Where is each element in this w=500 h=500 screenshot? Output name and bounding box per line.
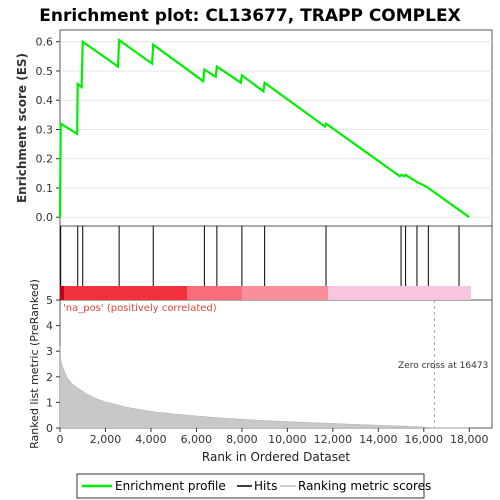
x-tick-label: 14,000 (359, 433, 398, 446)
x-tick-label: 4,000 (135, 433, 167, 446)
legend: Enrichment profile Hits Ranking metric s… (76, 473, 431, 499)
es-axis-label: Enrichment score (ES) (15, 53, 29, 203)
x-tick-label: 6,000 (181, 433, 213, 446)
legend-profile-label: Enrichment profile (115, 479, 226, 493)
pos-correlated-label: 'na_pos' (positively correlated) (63, 303, 217, 314)
x-tick-label: 8,000 (226, 433, 258, 446)
x-tick-label: 18,000 (450, 433, 489, 446)
enrichment-profile-line (58, 38, 470, 219)
metric-tick-label: 0 (46, 422, 53, 435)
x-axis-label: Rank in Ordered Dataset (202, 450, 350, 464)
metric-tick-label: 1 (46, 396, 53, 409)
ranking-metric-area (59, 346, 470, 429)
es-gridlines (60, 41, 492, 218)
legend-metric-label: Ranking metric scores (298, 479, 431, 493)
es-tick-label: 0.0 (36, 211, 54, 224)
es-tick-label: 0.3 (36, 123, 54, 136)
metric-tick-label: 4 (46, 320, 53, 333)
x-tick-label: 12,000 (314, 433, 353, 446)
x-tick-label: 10,000 (268, 433, 307, 446)
x-tick-label: 0 (57, 433, 64, 446)
gradient-mid-pos (187, 286, 242, 300)
legend-hits-label: Hits (254, 479, 277, 493)
gradient-neg (328, 286, 471, 300)
metric-axis-label: Ranked list metric (PreRanked) (28, 279, 41, 449)
es-y-ticks: 0.0 0.1 0.2 0.3 0.4 0.5 0.6 (36, 36, 60, 224)
es-tick-label: 0.2 (36, 153, 54, 166)
metric-tick-label: 3 (46, 345, 53, 358)
es-tick-label: 0.4 (36, 94, 54, 107)
chart-title: Enrichment plot: CL13677, TRAPP COMPLEX (39, 6, 460, 26)
gradient-strong-pos (60, 286, 187, 300)
es-tick-label: 0.6 (36, 36, 54, 49)
metric-y-ticks: 0 1 2 3 4 5 (46, 294, 60, 435)
x-tick-label: 2,000 (90, 433, 122, 446)
metric-tick-label: 2 (46, 371, 53, 384)
metric-tick-label: 5 (46, 294, 53, 307)
es-tick-label: 0.5 (36, 65, 54, 78)
gradient-weak-pos (242, 286, 328, 300)
gradient-top-end (60, 286, 64, 300)
es-panel-frame (59, 29, 493, 227)
rank-gradient-bar (60, 286, 471, 300)
x-axis-ticks: 0 2,000 4,000 6,000 8,000 10,000 12,000 14,000 1… (57, 428, 489, 446)
zero-cross-label: Zero cross at 16473 (398, 361, 488, 371)
hit-markers (60, 226, 460, 286)
es-tick-label: 0.1 (36, 182, 54, 195)
x-tick-label: 16,000 (405, 433, 444, 446)
